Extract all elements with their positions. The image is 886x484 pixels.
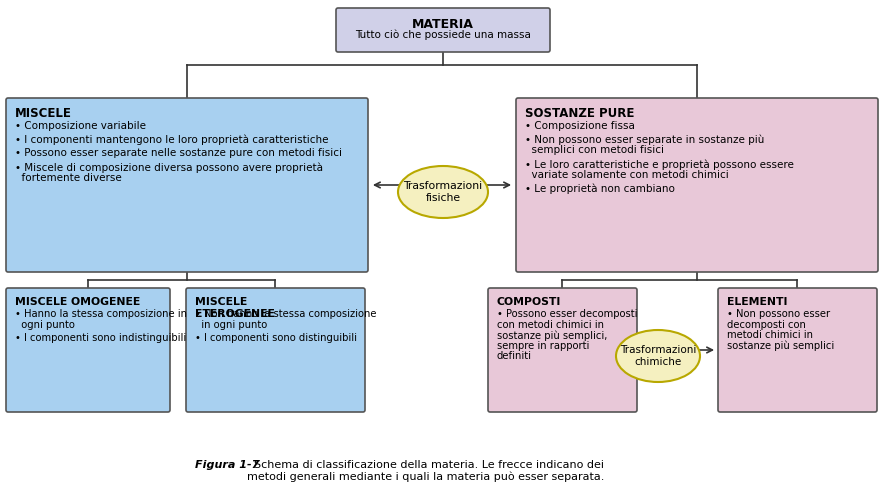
Ellipse shape <box>616 330 700 382</box>
Text: MISCELE OMOGENEE: MISCELE OMOGENEE <box>15 297 140 307</box>
Text: sempre in rapporti: sempre in rapporti <box>497 341 589 351</box>
Text: Trasformazioni
fisiche: Trasformazioni fisiche <box>403 181 483 203</box>
Text: • Non possono esser separate in sostanze più: • Non possono esser separate in sostanze… <box>525 135 765 145</box>
Text: • Non possono esser: • Non possono esser <box>727 309 830 319</box>
Text: Figura 1-7: Figura 1-7 <box>195 460 260 470</box>
Text: Schema di classificazione della materia. Le frecce indicano dei
metodi generali : Schema di classificazione della materia.… <box>247 460 604 482</box>
Text: variate solamente con metodi chimici: variate solamente con metodi chimici <box>525 170 729 180</box>
Text: • Composizione variabile: • Composizione variabile <box>15 121 146 131</box>
FancyBboxPatch shape <box>488 288 637 412</box>
Text: fortemente diverse: fortemente diverse <box>15 173 121 183</box>
Text: COMPOSTI: COMPOSTI <box>497 297 562 307</box>
Text: semplici con metodi fisici: semplici con metodi fisici <box>525 145 664 155</box>
FancyBboxPatch shape <box>516 98 878 272</box>
Text: • Le loro caratteristiche e proprietà possono essere: • Le loro caratteristiche e proprietà po… <box>525 159 794 170</box>
Text: • Possono esser decomposti: • Possono esser decomposti <box>497 309 638 319</box>
Text: • Non hanno la stessa composizione: • Non hanno la stessa composizione <box>195 309 377 319</box>
FancyBboxPatch shape <box>6 98 368 272</box>
Text: Trasformazioni
chimiche: Trasformazioni chimiche <box>620 345 696 367</box>
Text: MISCELE: MISCELE <box>15 107 72 120</box>
FancyBboxPatch shape <box>186 288 365 412</box>
Text: ELEMENTI: ELEMENTI <box>727 297 788 307</box>
Text: in ogni punto: in ogni punto <box>195 320 268 330</box>
Text: ogni punto: ogni punto <box>15 320 75 330</box>
Text: • Miscele di composizione diversa possono avere proprietà: • Miscele di composizione diversa posson… <box>15 162 323 173</box>
Text: metodi chimici in: metodi chimici in <box>727 331 813 340</box>
Text: • Composizione fissa: • Composizione fissa <box>525 121 635 131</box>
Text: • I componenti sono distinguibili: • I componenti sono distinguibili <box>195 333 357 343</box>
Text: sostanze più semplici,: sostanze più semplici, <box>497 331 608 341</box>
Ellipse shape <box>398 166 488 218</box>
Text: MATERIA: MATERIA <box>412 18 474 31</box>
Text: MISCELE
ETEROGENEE: MISCELE ETEROGENEE <box>195 297 275 318</box>
Text: • Hanno la stessa composizione in: • Hanno la stessa composizione in <box>15 309 187 319</box>
Text: decomposti con: decomposti con <box>727 320 806 330</box>
Text: SOSTANZE PURE: SOSTANZE PURE <box>525 107 634 120</box>
FancyBboxPatch shape <box>336 8 550 52</box>
Text: • I componenti mantengono le loro proprietà caratteristiche: • I componenti mantengono le loro propri… <box>15 135 329 145</box>
FancyBboxPatch shape <box>6 288 170 412</box>
Text: • Possono esser separate nelle sostanze pure con metodi fisici: • Possono esser separate nelle sostanze … <box>15 149 342 158</box>
Text: • Le proprietà non cambiano: • Le proprietà non cambiano <box>525 184 675 195</box>
FancyBboxPatch shape <box>718 288 877 412</box>
Text: definiti: definiti <box>497 351 532 361</box>
Text: Tutto ciò che possiede una massa: Tutto ciò che possiede una massa <box>355 30 531 41</box>
Text: con metodi chimici in: con metodi chimici in <box>497 320 604 330</box>
Text: sostanze più semplici: sostanze più semplici <box>727 341 835 351</box>
Text: • I componenti sono indistinguibili: • I componenti sono indistinguibili <box>15 333 186 343</box>
